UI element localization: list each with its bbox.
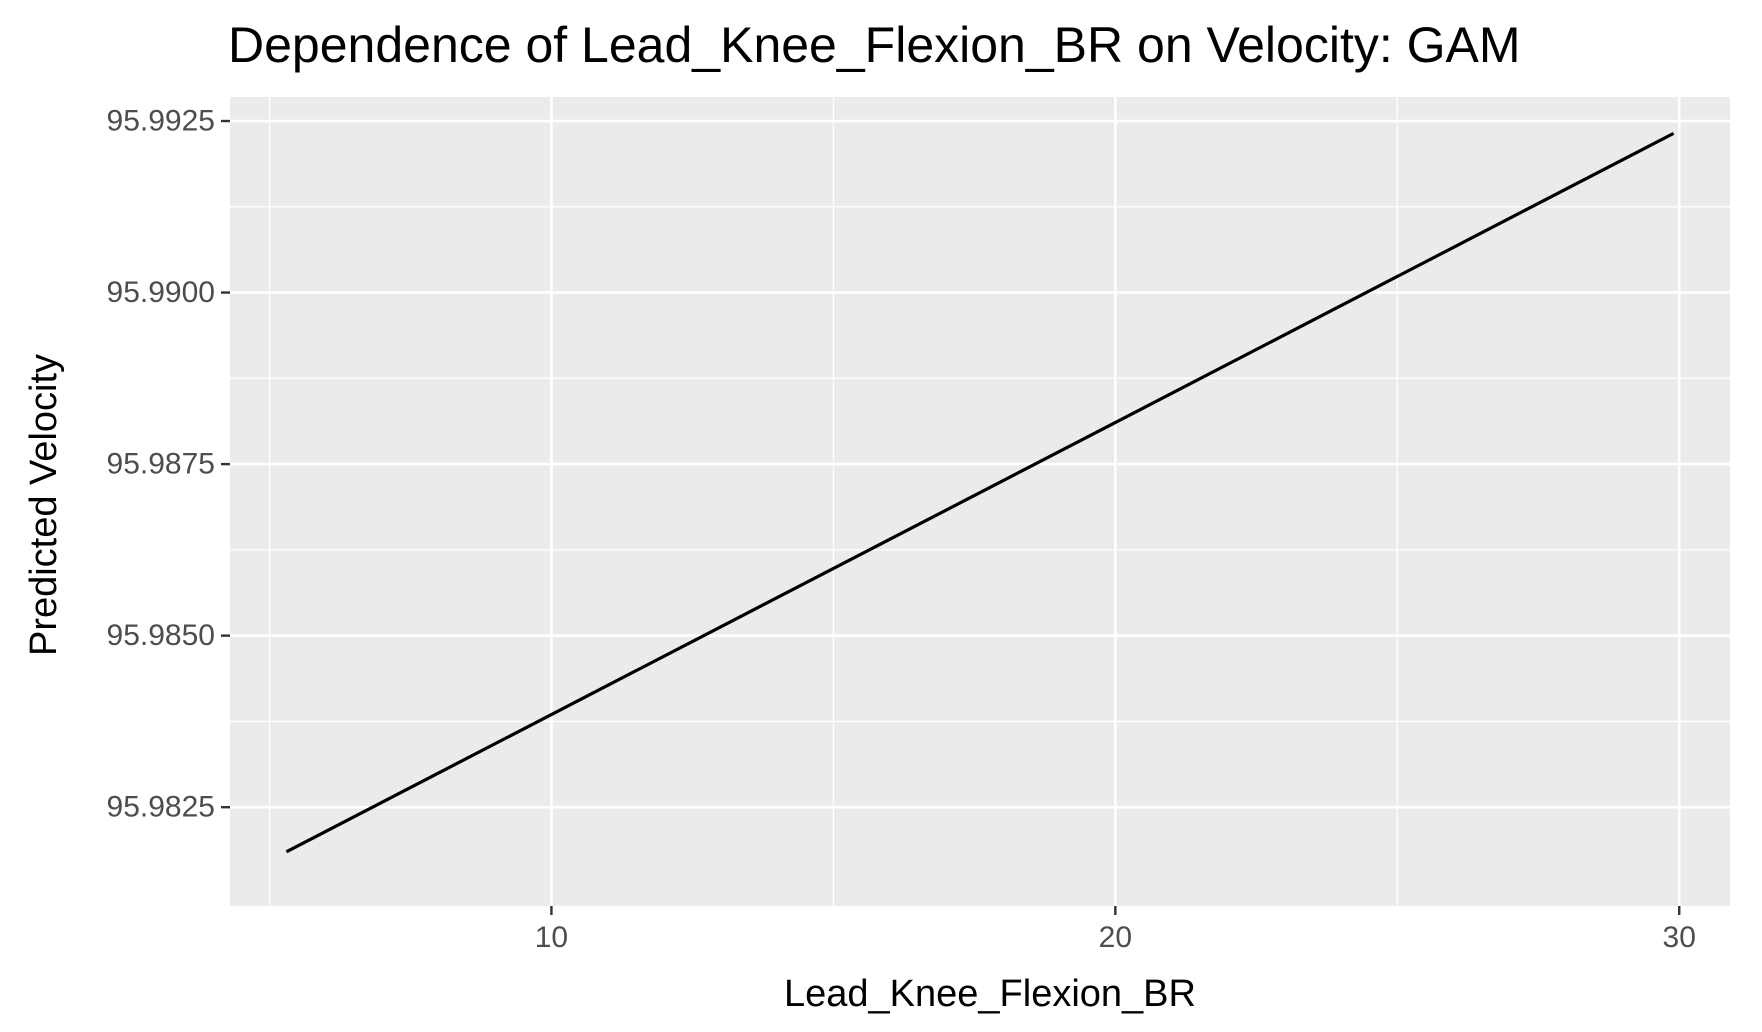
y-axis: 95.9825 95.9850 95.9875 95.9900 95.9925 — [107, 105, 230, 824]
y-tick-label: 95.9925 — [107, 105, 215, 138]
y-axis-title: Predicted Velocity — [23, 354, 65, 656]
plot-panel — [230, 97, 1730, 906]
y-tick-label: 95.9900 — [107, 276, 215, 309]
y-tick-label: 95.9850 — [107, 619, 215, 652]
chart-title: Dependence of Lead_Knee_Flexion_BR on Ve… — [228, 17, 1521, 73]
x-axis: 10 20 30 — [535, 906, 1696, 954]
series-line — [285, 131, 1675, 854]
x-axis-title: Lead_Knee_Flexion_BR — [784, 973, 1196, 1015]
minor-gridlines — [230, 97, 1730, 906]
series-layer — [285, 131, 1675, 854]
x-tick-label: 10 — [535, 921, 568, 954]
y-tick-label: 95.9825 — [107, 791, 215, 824]
major-gridlines — [230, 97, 1730, 906]
x-tick-label: 30 — [1663, 921, 1696, 954]
x-tick-label: 20 — [1099, 921, 1132, 954]
y-tick-label: 95.9875 — [107, 448, 215, 481]
